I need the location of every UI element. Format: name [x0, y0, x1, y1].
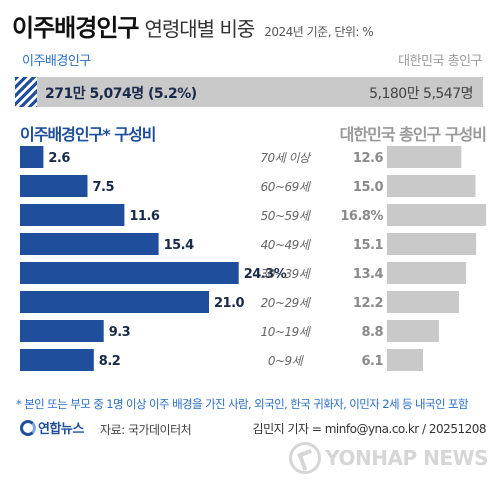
age-category-label: 10~19세: [261, 325, 312, 339]
age-category-label: 70세 이상: [260, 151, 312, 165]
migrant-bar: [20, 146, 44, 168]
total-label-migrant: 이주배경인구: [22, 54, 91, 69]
korea-value-label: 6.1: [361, 354, 383, 369]
migrant-value-label: 7.5: [93, 180, 115, 195]
migrant-share-stripe: [15, 77, 37, 107]
total-comparison-bar: 271만 5,074명 (5.2%) 5,180만 5,547명: [15, 77, 483, 107]
migrant-bar: [20, 204, 125, 226]
age-category-label: 60~69세: [261, 180, 312, 194]
korea-bar: [387, 349, 423, 371]
migrant-bar: [20, 175, 88, 197]
legend-korea: 대한민국 총인구 구성비: [339, 125, 487, 144]
title-row: 이주배경인구 연령대별 비중 2024년 기준, 단위: %: [12, 8, 374, 44]
unit-note: 2024년 기준, 단위: %: [264, 25, 374, 39]
migrant-bar: [20, 320, 104, 342]
korea-bar: [387, 146, 462, 168]
migrant-bar: [20, 262, 239, 284]
korea-value-label: 13.4: [353, 267, 384, 282]
migrant-bar: [20, 349, 94, 371]
age-category-label: 0~9세: [268, 354, 305, 368]
migrant-bar: [20, 291, 209, 313]
korea-value-label: 15.1: [353, 238, 384, 253]
migrant-value-label: 2.6: [48, 151, 70, 166]
korea-bar: [387, 262, 467, 284]
migrant-value-label: 24.3%: [244, 267, 287, 282]
korea-bar: [387, 204, 487, 226]
age-category-label: 40~49세: [261, 238, 312, 252]
total-label-korea: 대한민국 총인구: [398, 54, 482, 69]
total-value-korea: 5,180만 5,547명: [369, 86, 473, 102]
total-value-migrant: 271만 5,074명 (5.2%): [45, 86, 197, 102]
korea-value-label: 12.6: [353, 151, 384, 166]
credit-text: 김민지 기자 = minfo@yna.co.kr / 20251208: [252, 422, 487, 436]
age-category-label: 50~59세: [261, 209, 312, 223]
migrant-value-label: 11.6: [129, 209, 160, 224]
korea-value-label: 8.8: [361, 325, 383, 340]
age-category-label: 20~29세: [261, 296, 312, 310]
migrant-value-label: 21.0: [214, 296, 245, 311]
migrant-value-label: 15.4: [164, 238, 195, 253]
watermark: YONHAP NEWS: [289, 442, 488, 474]
footnote: * 본인 또는 부모 중 1명 이상 이주 배경을 가진 사람, 외국인, 한국…: [16, 397, 469, 411]
migrant-value-label: 8.2: [99, 354, 121, 369]
korea-value-label: 15.0: [353, 180, 384, 195]
yonhap-logo: 연합뉴스: [20, 418, 84, 437]
korea-bar: [387, 291, 459, 313]
migrant-bar: [20, 233, 159, 255]
korea-bar: [387, 175, 476, 197]
watermark-icon: [289, 442, 322, 474]
migrant-value-label: 9.3: [109, 325, 131, 340]
legend-migrant: 이주배경인구* 구성비: [20, 125, 156, 144]
watermark-text: YONHAP NEWS: [325, 446, 488, 470]
korea-value-label: 12.2: [353, 296, 383, 311]
source-text: 자료: 국가데이터처: [100, 423, 192, 437]
korea-bar: [387, 233, 477, 255]
chart-subtitle: 연령대별 비중: [144, 17, 255, 41]
korea-value-label: 16.8%: [340, 209, 383, 224]
age-category-label: 30~39세: [261, 267, 312, 281]
yonhap-logo-icon: [20, 419, 36, 436]
chart-title: 이주배경인구: [12, 14, 139, 42]
korea-bar: [387, 320, 439, 342]
logo-text: 연합뉴스: [38, 422, 84, 437]
